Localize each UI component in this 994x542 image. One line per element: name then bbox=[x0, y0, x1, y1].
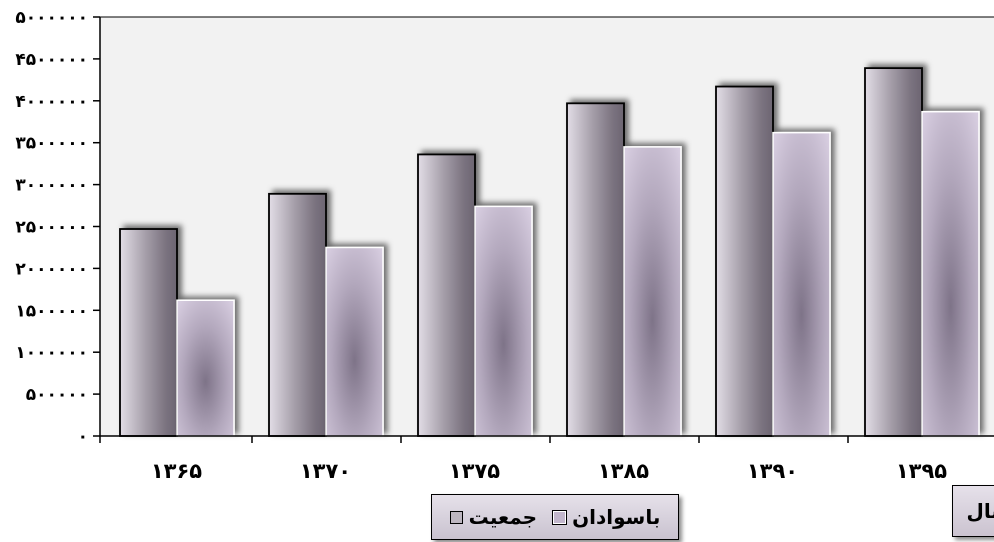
x-tick-label: ۱۳۶۵ bbox=[151, 459, 202, 483]
y-tick-label: ۱۰۰۰۰۰۰ bbox=[15, 343, 88, 363]
y-tick-label: ۴۰۰۰۰۰۰ bbox=[15, 92, 88, 112]
x-tick-label: ۱۳۸۵ bbox=[598, 459, 649, 483]
bar-population bbox=[864, 67, 923, 437]
bar-population bbox=[715, 85, 774, 437]
bar-literate bbox=[772, 131, 831, 437]
y-tick-label: ۳۰۰۰۰۰۰ bbox=[15, 176, 88, 196]
bar-population bbox=[268, 192, 327, 437]
legend-entry-literate: باسوادان bbox=[552, 505, 661, 529]
legend-swatch-population bbox=[449, 510, 463, 524]
x-tick-label: ۱۳۹۰ bbox=[747, 459, 798, 483]
x-tick-label: ۱۳۹۵ bbox=[896, 459, 947, 483]
bar-literate bbox=[623, 146, 682, 437]
y-tick-label: ۵۰۰۰۰۰۰ bbox=[15, 8, 88, 28]
legend-swatch-literate bbox=[552, 509, 568, 525]
bar-literate bbox=[921, 110, 980, 437]
legend-label-population: جمعیت bbox=[468, 505, 538, 529]
y-tick-label: ۵۰۰۰۰۰ bbox=[26, 385, 88, 405]
bar-population bbox=[566, 102, 625, 437]
bar-literate bbox=[176, 299, 235, 437]
chart-legend: باسوادان جمعیت bbox=[431, 494, 679, 540]
bar-literate bbox=[474, 205, 533, 437]
y-tick-label: ۱۵۰۰۰۰۰ bbox=[15, 301, 88, 321]
bar-population bbox=[119, 228, 178, 437]
y-tick-label: ۰ bbox=[78, 427, 88, 447]
y-tick-label: ۲۰۰۰۰۰۰ bbox=[15, 259, 88, 279]
legend-entry-population: جمعیت bbox=[449, 505, 538, 529]
legend-label-literate: باسوادان bbox=[572, 505, 661, 529]
y-tick-label: ۳۵۰۰۰۰۰ bbox=[15, 134, 88, 154]
x-tick-label: ۱۳۷۰ bbox=[300, 459, 351, 483]
plot-area bbox=[100, 17, 994, 436]
y-tick-label: ۴۵۰۰۰۰۰ bbox=[15, 50, 88, 70]
bar-population bbox=[417, 153, 476, 437]
bar-literate bbox=[325, 246, 384, 437]
x-axis-title: سال bbox=[952, 485, 994, 537]
y-tick-label: ۲۵۰۰۰۰۰ bbox=[15, 218, 88, 238]
x-tick-label: ۱۳۷۵ bbox=[449, 459, 500, 483]
x-axis-title-text: سال bbox=[966, 499, 994, 523]
